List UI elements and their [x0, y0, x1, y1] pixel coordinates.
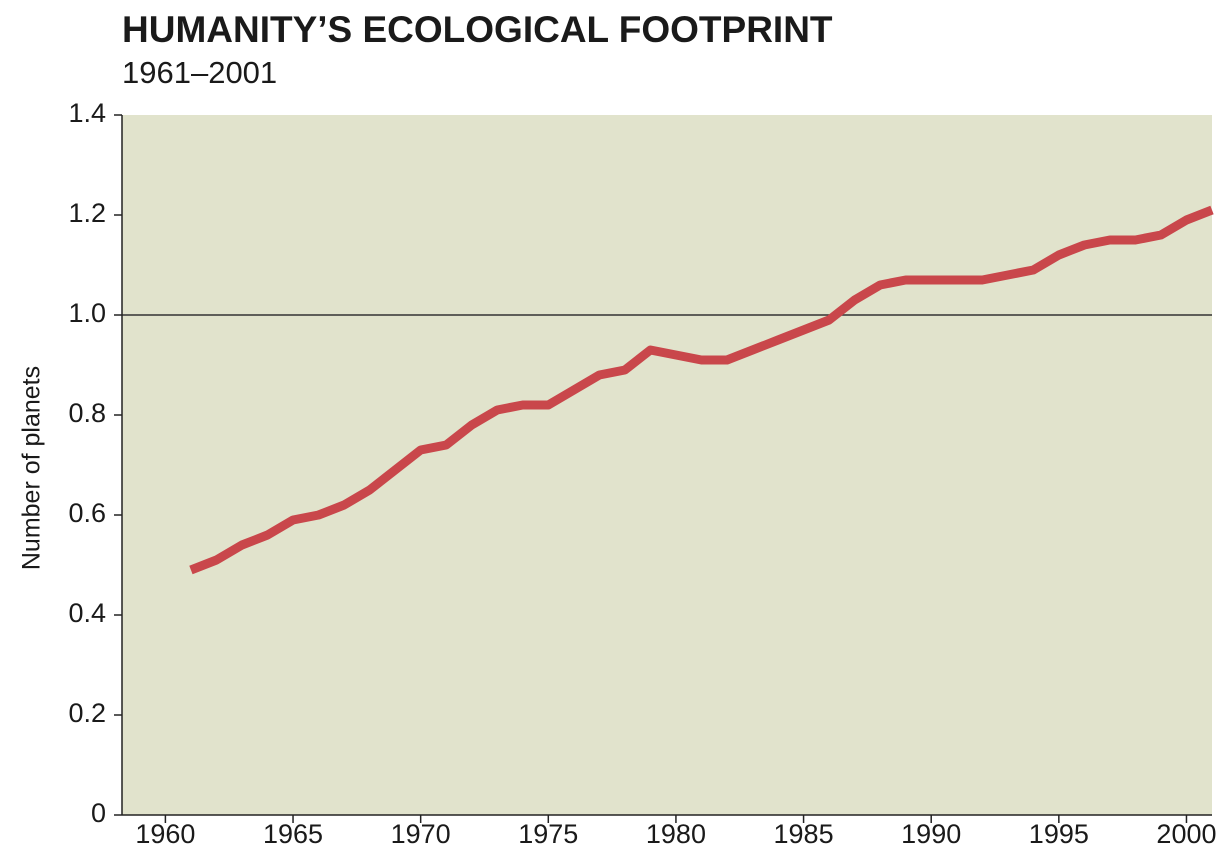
y-tick-label: 0.4: [68, 598, 106, 628]
x-tick-label: 1985: [774, 819, 834, 849]
y-tick-label: 0.6: [68, 498, 106, 528]
x-tick-label: 1960: [135, 819, 195, 849]
x-tick-label: 1970: [391, 819, 451, 849]
y-tick-label: 0.2: [68, 698, 106, 728]
y-tick-label: 1.0: [68, 298, 106, 328]
chart-subtitle: 1961–2001: [122, 55, 277, 90]
y-axis-label: Number of planets: [18, 366, 46, 570]
y-tick-label: 1.2: [68, 198, 106, 228]
y-tick-label: 0.8: [68, 398, 106, 428]
x-tick-label: 1980: [646, 819, 706, 849]
x-tick-label: 2000: [1156, 819, 1216, 849]
chart-title: HUMANITY’S ECOLOGICAL FOOTPRINT: [122, 9, 833, 50]
x-tick-label: 1990: [901, 819, 961, 849]
data-line: [189, 205, 1214, 575]
plot-background: [122, 115, 1212, 815]
x-tick-label: 1995: [1029, 819, 1089, 849]
y-tick-label: 0: [91, 798, 106, 828]
x-tick-label: 1975: [518, 819, 578, 849]
y-tick-label: 1.4: [68, 98, 106, 128]
x-tick-label: 1965: [263, 819, 323, 849]
